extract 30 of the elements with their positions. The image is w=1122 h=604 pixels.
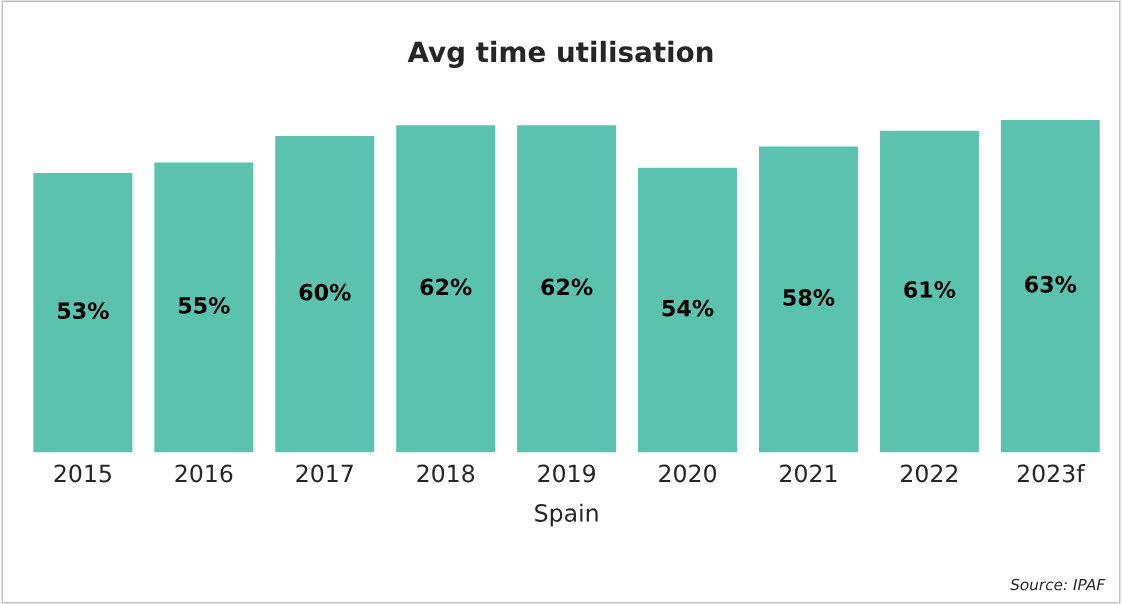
bar — [757, 145, 860, 453]
data-label: 62% — [420, 278, 472, 296]
x-tick-label: 2021 — [780, 464, 837, 483]
data-label: 58% — [783, 289, 835, 306]
x-axis-title: Spain — [535, 503, 598, 527]
chart-title: Avg time utilisation — [407, 40, 713, 68]
x-tick-label: 2019 — [538, 464, 595, 483]
data-label: 53% — [58, 302, 109, 320]
bar — [152, 161, 255, 453]
x-tick-label: 2016 — [175, 464, 233, 483]
x-tick-label: 2015 — [54, 464, 111, 483]
bar — [394, 123, 497, 453]
data-label: 61% — [904, 281, 956, 298]
x-tick-label: 2018 — [417, 464, 475, 483]
x-tick-label: 2022 — [901, 464, 958, 483]
bar — [515, 123, 618, 453]
data-label: 55% — [178, 297, 230, 314]
bar — [636, 166, 739, 453]
data-label: 60% — [299, 283, 351, 301]
x-tick-label: 2020 — [659, 464, 717, 483]
bar — [273, 134, 376, 453]
x-tick-label: 2017 — [296, 464, 353, 483]
bar — [999, 118, 1102, 453]
x-tick-label: 2023f — [1017, 464, 1085, 483]
data-label: 54% — [662, 299, 714, 317]
bar — [878, 129, 981, 453]
data-label: 63% — [1025, 275, 1077, 293]
source-note: Source: IPAF — [1010, 578, 1106, 591]
data-label: 62% — [541, 278, 593, 296]
bar — [32, 171, 134, 453]
